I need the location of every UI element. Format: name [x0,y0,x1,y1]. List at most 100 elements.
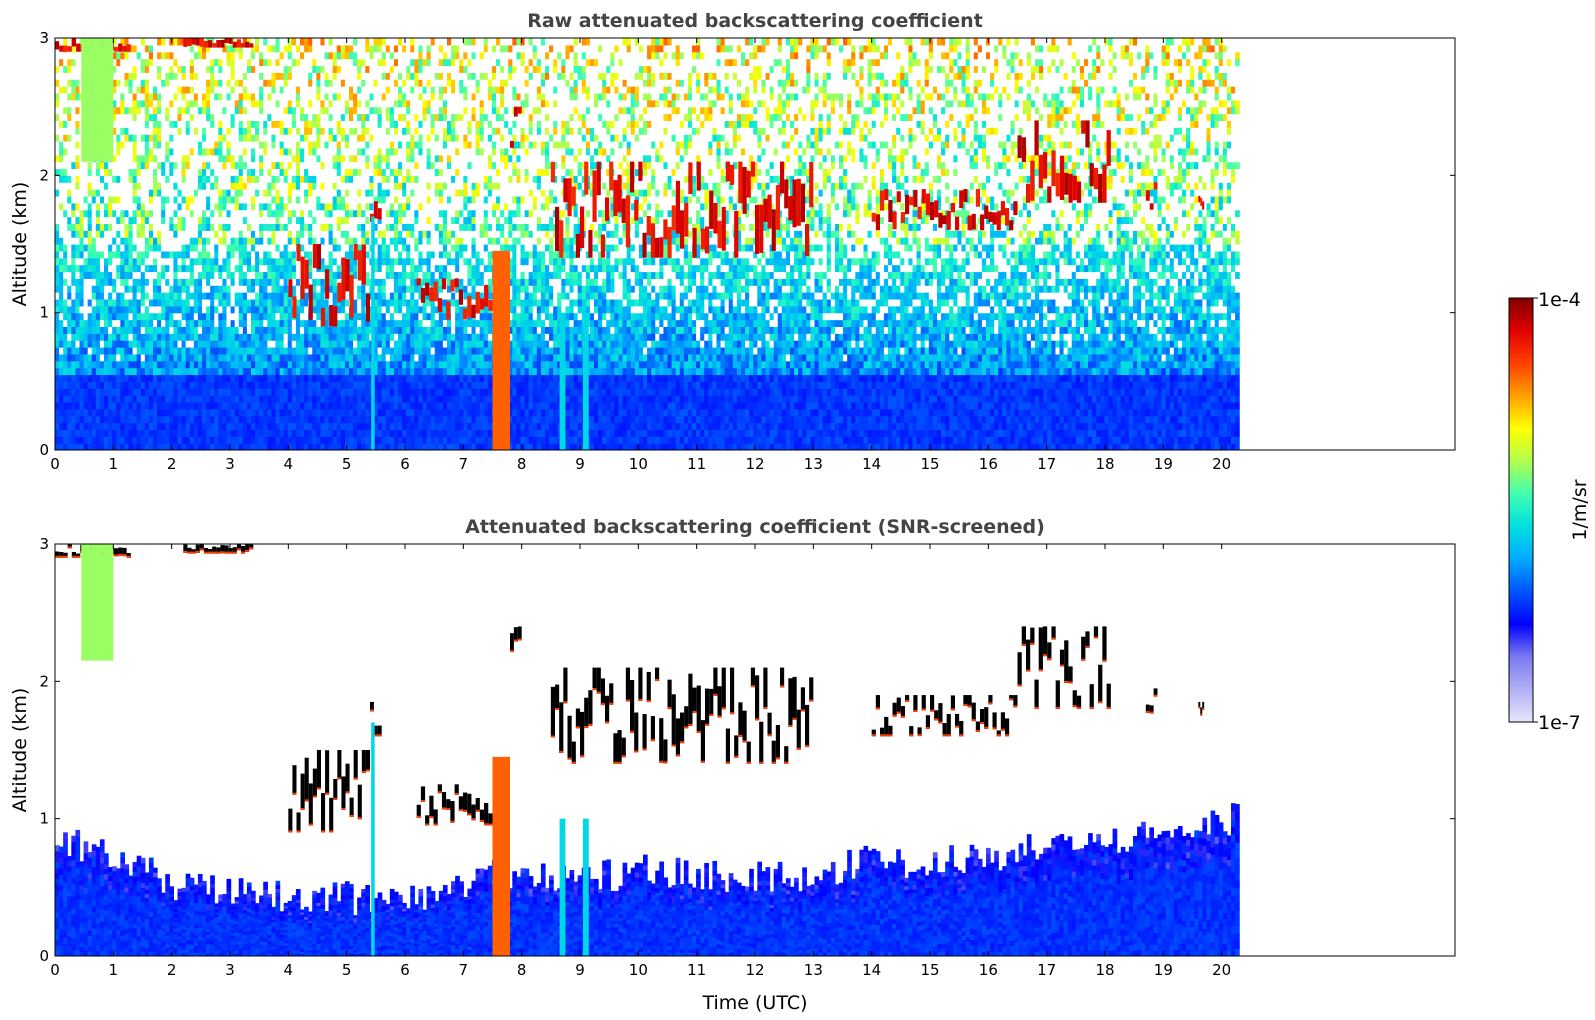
heatmap-cell [149,217,154,224]
heatmap-cell [284,52,289,59]
heatmap-cell [312,134,317,141]
heatmap-cell [329,443,334,450]
heatmap-cell [194,210,199,217]
heatmap-cell [178,443,183,450]
heatmap-cell [108,381,113,388]
heatmap-cell [251,223,256,230]
heatmap-cell [112,361,117,368]
heatmap-cell [267,429,272,436]
heatmap-cell [161,203,166,210]
heatmap-cell [243,354,248,361]
heatmap-cell [320,45,325,52]
heatmap-cell [165,65,170,72]
heatmap-cell [161,258,166,265]
heatmap-cell [255,285,260,292]
heatmap-cell [145,368,150,375]
heatmap-cell [71,388,76,395]
heatmap-cell [153,93,158,100]
heatmap-cell [133,333,138,340]
heatmap-cell [325,148,330,155]
heatmap-cell [284,86,289,93]
heatmap-cell [329,155,334,162]
heatmap-cell [182,285,187,292]
heatmap-cell [133,65,138,72]
heatmap-cell [124,72,129,79]
heatmap-cell [329,217,334,224]
heatmap-cell [173,72,178,79]
heatmap-cell [63,443,68,450]
heatmap-cell [63,217,68,224]
heatmap-cell [329,326,334,333]
heatmap-cell [316,354,321,361]
heatmap-cell [239,388,244,395]
heatmap-cell [190,429,195,436]
heatmap-cell [386,120,391,127]
heatmap-cell [316,100,321,107]
heatmap-cell [304,416,309,423]
heatmap-cell [308,251,313,258]
heatmap-cell [390,52,395,59]
heatmap-cell [71,65,76,72]
heatmap-cell [227,278,232,285]
heatmap-cell [251,313,256,320]
heatmap-cell [202,388,207,395]
heatmap-cell [157,278,162,285]
heatmap-cell [378,38,383,45]
heatmap-cell [59,65,64,72]
heatmap-cell [325,45,330,52]
heatmap-cell [292,251,297,258]
heatmap-cell [382,313,387,320]
heatmap-cell [341,395,346,402]
heatmap-cell [325,182,330,189]
heatmap-cell [357,141,362,148]
heatmap-cell [120,423,125,430]
heatmap-cell [312,155,317,162]
heatmap-cell [116,313,121,320]
heatmap-cell [190,203,195,210]
heatmap-cell [104,237,109,244]
heatmap-cell [247,429,252,436]
heatmap-cell [280,107,285,114]
heatmap-cell [365,237,370,244]
heatmap-cell [292,162,297,169]
heatmap-cell [202,292,207,299]
heatmap-cell [267,93,272,100]
heatmap-cell [100,409,105,416]
heatmap-cell [104,416,109,423]
heatmap-cell [186,182,191,189]
heatmap-cell [308,79,313,86]
heatmap-cell [63,38,68,45]
heatmap-cell [71,127,76,134]
heatmap-cell [333,402,338,409]
heatmap-cell [255,292,260,299]
heatmap-cell [255,100,260,107]
heatmap-cell [141,436,146,443]
heatmap-cell [55,299,60,306]
heatmap-cell [206,175,211,182]
heatmap-cell [288,107,293,114]
heatmap-cell [222,416,227,423]
heatmap-cell [63,59,68,66]
heatmap-cell [259,278,264,285]
heatmap-cell [149,72,154,79]
heatmap-cell [296,423,301,430]
heatmap-cell [104,162,109,169]
heatmap-cell [365,278,370,285]
heatmap-cell [210,258,215,265]
heatmap-cell [304,162,309,169]
heatmap-cell [141,52,146,59]
heatmap-cell [312,299,317,306]
heatmap-cell [292,347,297,354]
heatmap-cell [300,388,305,395]
heatmap-cell [133,210,138,217]
heatmap-cell [178,423,183,430]
heatmap-cell [124,65,129,72]
heatmap-cell [137,196,142,203]
heatmap-cell [333,230,338,237]
heatmap-cell [100,217,105,224]
heatmap-cell [300,223,305,230]
heatmap-cell [259,299,264,306]
heatmap-cell [206,423,211,430]
heatmap-cell [247,381,252,388]
heatmap-cell [227,265,232,272]
